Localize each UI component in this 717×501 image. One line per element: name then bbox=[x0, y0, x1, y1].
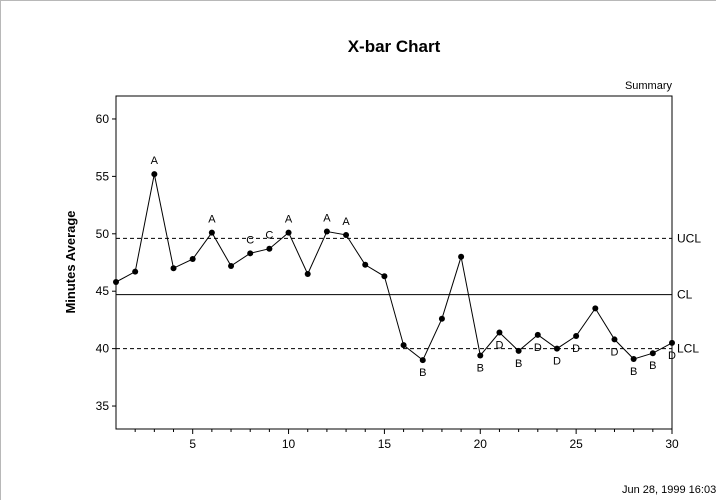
control-label-cl: CL bbox=[677, 288, 693, 302]
data-point bbox=[362, 261, 369, 268]
data-point bbox=[592, 305, 599, 312]
flag-label: D bbox=[572, 343, 580, 355]
flag-label: B bbox=[515, 358, 522, 370]
y-tick-label: 35 bbox=[96, 399, 110, 413]
data-point bbox=[343, 231, 350, 238]
data-point bbox=[132, 268, 139, 275]
y-tick-label: 45 bbox=[96, 284, 110, 298]
flag-label: A bbox=[342, 216, 350, 228]
x-tick-label: 10 bbox=[282, 437, 296, 451]
data-point bbox=[419, 357, 426, 364]
data-point bbox=[151, 171, 158, 178]
control-label-ucl: UCL bbox=[677, 231, 701, 245]
data-point bbox=[304, 270, 311, 277]
flag-label: D bbox=[553, 356, 561, 368]
flag-label: D bbox=[534, 342, 542, 354]
flag-label: D bbox=[611, 346, 619, 358]
data-point bbox=[208, 229, 215, 236]
data-point bbox=[534, 331, 541, 338]
data-point bbox=[438, 315, 445, 322]
data-point bbox=[285, 229, 292, 236]
data-point bbox=[247, 250, 254, 257]
data-point bbox=[189, 256, 196, 263]
chart-title: X-bar Chart bbox=[348, 37, 441, 56]
x-tick-label: 30 bbox=[665, 437, 679, 451]
y-tick-label: 50 bbox=[96, 227, 110, 241]
flag-label: D bbox=[668, 350, 676, 362]
data-point bbox=[266, 245, 273, 252]
data-point bbox=[323, 228, 330, 235]
y-tick-label: 40 bbox=[96, 342, 110, 356]
data-point bbox=[553, 345, 560, 352]
flag-label: B bbox=[477, 363, 484, 375]
flag-label: A bbox=[323, 212, 331, 224]
control-label-lcl: LCL bbox=[677, 342, 699, 356]
flag-label: B bbox=[630, 366, 637, 378]
data-point bbox=[515, 347, 522, 354]
flag-label: C bbox=[246, 234, 254, 246]
flag-label: B bbox=[649, 360, 656, 372]
chart-subtitle: Summary bbox=[625, 80, 673, 92]
data-point bbox=[649, 350, 656, 357]
y-tick-label: 55 bbox=[96, 169, 110, 183]
data-point bbox=[573, 332, 580, 339]
data-point bbox=[611, 336, 618, 343]
plot-area bbox=[115, 95, 673, 430]
x-tick-label: 25 bbox=[569, 437, 583, 451]
data-point bbox=[170, 265, 177, 272]
flag-label: A bbox=[208, 214, 216, 226]
x-tick-label: 15 bbox=[378, 437, 392, 451]
flag-label: A bbox=[151, 155, 159, 167]
y-axis-label: Minutes Average bbox=[63, 210, 78, 313]
data-point bbox=[228, 262, 235, 269]
data-point bbox=[458, 253, 465, 260]
data-point bbox=[381, 273, 388, 280]
x-tick-label: 20 bbox=[474, 437, 488, 451]
data-point bbox=[477, 352, 484, 359]
timestamp: Jun 28, 1999 16:03:14 bbox=[622, 484, 717, 496]
data-point bbox=[630, 355, 637, 362]
data-point bbox=[113, 279, 119, 286]
data-point bbox=[496, 329, 503, 336]
x-tick-label: 5 bbox=[189, 437, 196, 451]
series-line bbox=[115, 174, 673, 361]
flag-label: A bbox=[285, 214, 293, 226]
flag-label: D bbox=[495, 340, 503, 352]
y-tick-label: 60 bbox=[96, 112, 110, 126]
flag-label: C bbox=[265, 230, 273, 242]
flag-label: B bbox=[419, 367, 426, 379]
data-point bbox=[400, 342, 407, 349]
data-point bbox=[669, 339, 675, 346]
